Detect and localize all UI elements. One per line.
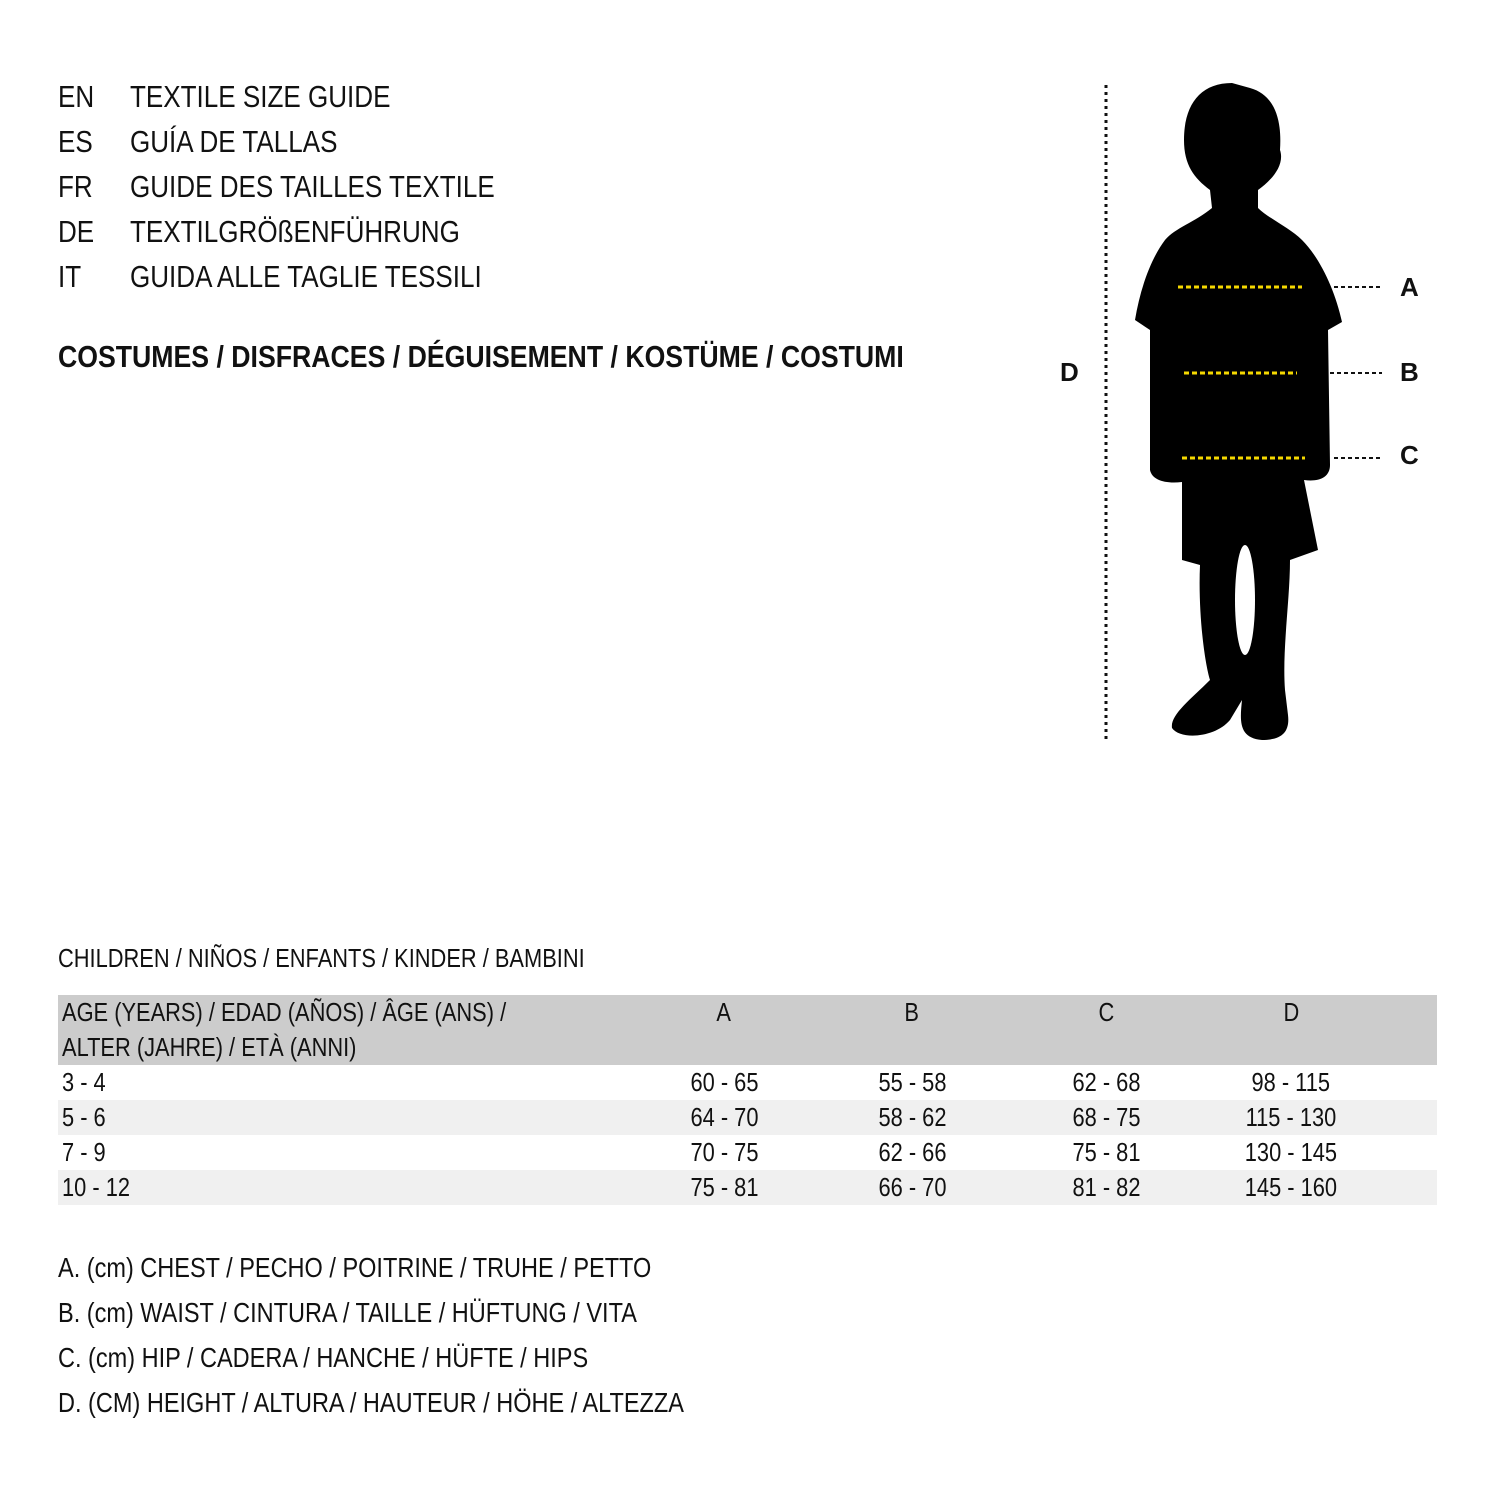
header-age-line1: AGE (YEARS) / EDAD (AÑOS) / ÂGE (ANS) / <box>62 997 507 1027</box>
cell-age: 5 - 6 <box>62 1102 106 1132</box>
header-c: C <box>1098 997 1114 1027</box>
cell-c: 81 - 82 <box>1071 1172 1140 1202</box>
figure-label-b: B <box>1400 357 1419 387</box>
cell-c: 68 - 75 <box>1071 1102 1140 1132</box>
header-b: B <box>904 997 920 1027</box>
title-es: GUÍA DE TALLAS <box>130 124 338 159</box>
child-silhouette-figure <box>1104 83 1382 742</box>
cell-b: 58 - 62 <box>877 1102 946 1132</box>
category-heading: COSTUMES / DISFRACES / DÉGUISEMENT / KOS… <box>58 339 904 374</box>
cell-age: 10 - 12 <box>62 1172 131 1202</box>
table-header: AGE (YEARS) / EDAD (AÑOS) / ÂGE (ANS) / … <box>58 995 1437 1065</box>
cell-d: 145 - 160 <box>1244 1172 1338 1202</box>
cell-a: 60 - 65 <box>689 1067 758 1097</box>
figure-label-c: C <box>1400 440 1419 470</box>
cell-d: 130 - 145 <box>1244 1137 1338 1167</box>
title-it: GUIDA ALLE TAGLIE TESSILI <box>130 259 482 294</box>
legend-c: C. (cm) HIP / CADERA / HANCHE / HÜFTE / … <box>58 1342 589 1373</box>
lang-code-en: EN <box>58 79 95 114</box>
lang-code-fr: FR <box>58 169 93 204</box>
cell-age: 3 - 4 <box>62 1067 106 1097</box>
leg-gap <box>1235 545 1255 655</box>
legend-b: B. (cm) WAIST / CINTURA / TAILLE / HÜFTU… <box>58 1297 637 1328</box>
figure-label-a: A <box>1400 272 1419 302</box>
legend-a: A. (cm) CHEST / PECHO / POITRINE / TRUHE… <box>58 1252 652 1283</box>
table-row: 10 - 12 75 - 81 66 - 70 81 - 82 145 - 16… <box>58 1170 1437 1205</box>
table-title: CHILDREN / NIÑOS / ENFANTS / KINDER / BA… <box>58 943 585 973</box>
table-row: 3 - 4 60 - 65 55 - 58 62 - 68 98 - 115 <box>58 1065 1437 1100</box>
child-silhouette-icon <box>1135 83 1342 740</box>
cell-a: 70 - 75 <box>689 1137 758 1167</box>
cell-d: 98 - 115 <box>1251 1067 1331 1097</box>
legend-d: D. (CM) HEIGHT / ALTURA / HAUTEUR / HÖHE… <box>58 1387 684 1418</box>
title-de: TEXTILGRÖßENFÜHRUNG <box>130 214 460 249</box>
cell-c: 62 - 68 <box>1071 1067 1140 1097</box>
cell-c: 75 - 81 <box>1071 1137 1140 1167</box>
cell-a: 64 - 70 <box>689 1102 758 1132</box>
lang-code-de: DE <box>58 214 95 249</box>
cell-b: 55 - 58 <box>877 1067 946 1097</box>
lang-code-es: ES <box>58 124 93 159</box>
cell-b: 66 - 70 <box>877 1172 946 1202</box>
measure-lines <box>1178 285 1382 460</box>
cell-b: 62 - 66 <box>877 1137 946 1167</box>
figure-label-d: D <box>1060 357 1079 387</box>
header-age-line2: ALTER (JAHRE) / ETÀ (ANNI) <box>62 1032 357 1062</box>
header-a: A <box>716 997 732 1027</box>
cell-d: 115 - 130 <box>1245 1102 1337 1132</box>
header-d: D <box>1283 997 1299 1027</box>
cell-a: 75 - 81 <box>689 1172 758 1202</box>
cell-age: 7 - 9 <box>62 1137 106 1167</box>
table-row: 5 - 6 64 - 70 58 - 62 68 - 75 115 - 130 <box>58 1100 1437 1135</box>
title-fr: GUIDE DES TAILLES TEXTILE <box>130 169 495 204</box>
title-en: TEXTILE SIZE GUIDE <box>130 79 391 114</box>
table-row: 7 - 9 70 - 75 62 - 66 75 - 81 130 - 145 <box>58 1135 1437 1170</box>
lang-code-it: IT <box>58 259 82 294</box>
